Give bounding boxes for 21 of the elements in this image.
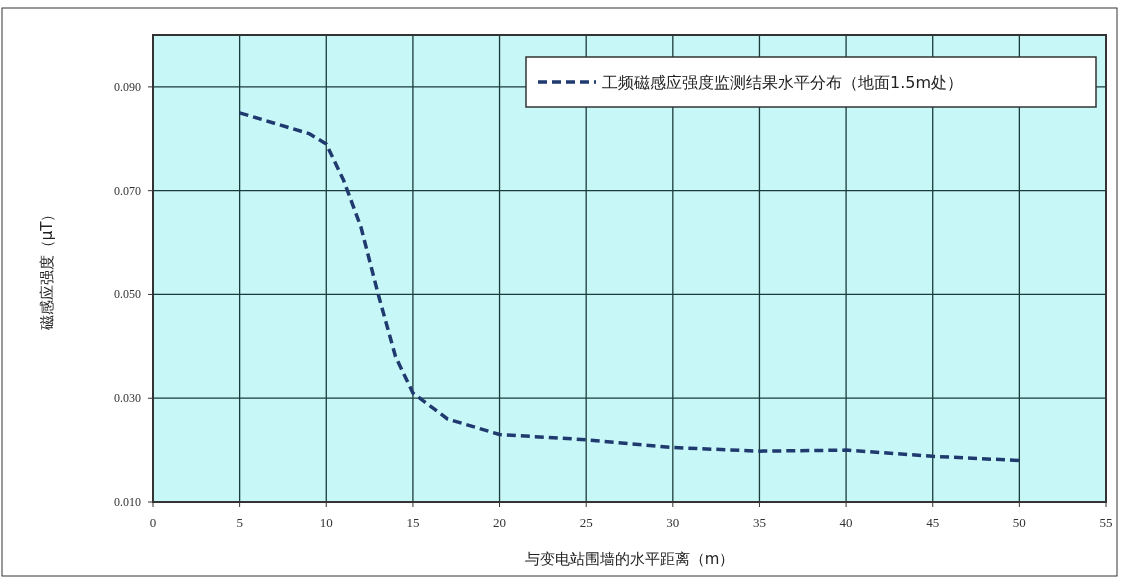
x-tick-label: 25 — [579, 515, 593, 530]
y-tick-label: 0.050 — [114, 287, 141, 302]
x-tick-label: 35 — [752, 515, 766, 530]
y-tick-label: 0.090 — [114, 79, 141, 94]
x-tick-label: 0 — [149, 515, 157, 530]
x-axis-title: 与变电站围墙的水平距离（m） — [524, 550, 735, 568]
y-tick-label: 0.010 — [114, 495, 141, 509]
y-tick-label: 0.070 — [114, 183, 141, 198]
x-tick-label: 50 — [1012, 515, 1026, 530]
y-tick-label: 0.030 — [114, 391, 141, 406]
line-series — [237, 111, 1022, 463]
x-tick-label: 10 — [319, 515, 333, 530]
legend-label: 工频磁感应强度监测结果水平分布（地面1.5m处） — [602, 73, 964, 92]
y-axis-title: 磁感应强度（μT） — [38, 206, 56, 332]
x-tick-label: 40 — [839, 515, 853, 530]
x-tick-label: 45 — [926, 515, 940, 530]
x-tick-label: 5 — [236, 515, 243, 530]
x-tick-label: 20 — [493, 515, 507, 530]
x-tick-label: 15 — [406, 515, 420, 530]
x-tick-label: 30 — [666, 515, 680, 530]
x-tick-label: 55 — [1099, 515, 1113, 530]
